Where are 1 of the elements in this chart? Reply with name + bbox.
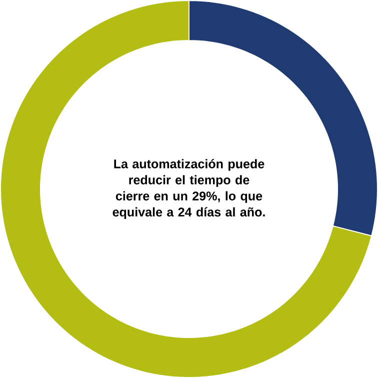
text: La automatización puede reducir el tiempo de cierre en un 29%, lo que equivale a 24 días al año. xyxy=(112,159,265,219)
